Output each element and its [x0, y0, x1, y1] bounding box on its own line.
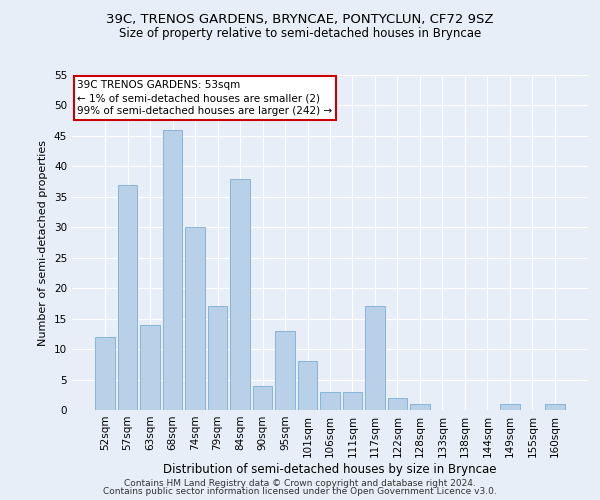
Bar	[230, 178, 250, 410]
Bar	[95, 337, 115, 410]
Text: Size of property relative to semi-detached houses in Bryncae: Size of property relative to semi-detach…	[119, 28, 481, 40]
Bar	[500, 404, 520, 410]
Bar	[545, 404, 565, 410]
Bar	[185, 228, 205, 410]
Bar	[208, 306, 227, 410]
Bar	[140, 324, 160, 410]
Bar	[410, 404, 430, 410]
Bar	[343, 392, 362, 410]
Bar	[275, 331, 295, 410]
Bar	[118, 184, 137, 410]
Text: 39C TRENOS GARDENS: 53sqm
← 1% of semi-detached houses are smaller (2)
99% of se: 39C TRENOS GARDENS: 53sqm ← 1% of semi-d…	[77, 80, 332, 116]
X-axis label: Distribution of semi-detached houses by size in Bryncae: Distribution of semi-detached houses by …	[163, 462, 497, 475]
Text: Contains public sector information licensed under the Open Government Licence v3: Contains public sector information licen…	[103, 487, 497, 496]
Y-axis label: Number of semi-detached properties: Number of semi-detached properties	[38, 140, 49, 346]
Bar	[365, 306, 385, 410]
Bar	[163, 130, 182, 410]
Bar	[320, 392, 340, 410]
Bar	[298, 362, 317, 410]
Text: 39C, TRENOS GARDENS, BRYNCAE, PONTYCLUN, CF72 9SZ: 39C, TRENOS GARDENS, BRYNCAE, PONTYCLUN,…	[106, 12, 494, 26]
Bar	[253, 386, 272, 410]
Text: Contains HM Land Registry data © Crown copyright and database right 2024.: Contains HM Land Registry data © Crown c…	[124, 478, 476, 488]
Bar	[388, 398, 407, 410]
